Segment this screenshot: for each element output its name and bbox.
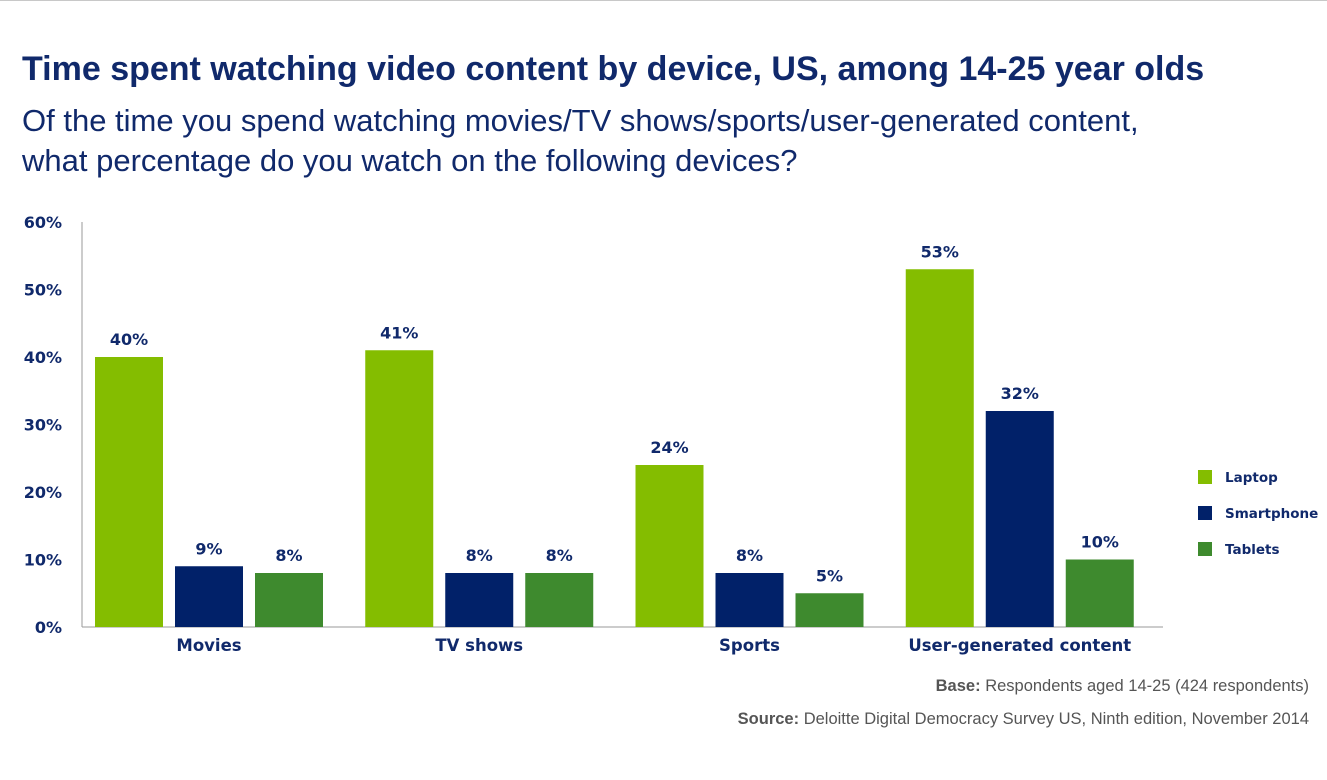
bar [795,593,864,627]
bar-chart: 0% 10% 20% 30% 40% 50% 60% 40% 9% 8% Movies 41% 8% 8%… [24,213,1319,655]
data-label: 53% [921,242,959,261]
chart-title: Time spent watching video content by dev… [22,50,1205,88]
category-label: Sports [719,636,780,655]
top-divider [0,0,1327,1]
bar [95,357,163,627]
data-label: 41% [380,323,418,342]
y-tick-label: 10% [24,551,62,570]
bar [715,573,784,627]
bar [1065,559,1134,627]
category-label: User-generated content [908,636,1131,655]
data-label: 10% [1081,533,1119,552]
y-tick-label: 50% [24,281,62,300]
subtitle-line-2: what percentage do you watch on the foll… [22,143,798,178]
data-label: 8% [466,546,493,565]
data-label: 8% [546,546,573,565]
bar [445,573,514,627]
legend-swatch [1198,470,1212,484]
data-label: 8% [736,546,763,565]
legend-label: Smartphone [1225,506,1318,522]
legend-swatch [1198,542,1212,556]
base-label: Base: [935,677,981,695]
y-tick-label: 20% [24,483,62,502]
bar [635,465,704,627]
bar [905,269,974,627]
data-label: 40% [110,330,148,349]
data-label: 32% [1001,384,1039,403]
data-label: 9% [195,539,222,558]
y-tick-label: 0% [35,618,62,637]
source-text: Deloitte Digital Democracy Survey US, Ni… [803,710,1309,728]
chart-subtitle: Of the time you spend watching movies/TV… [22,101,1282,181]
bar [365,350,434,627]
y-tick-label: 60% [24,213,62,232]
legend-label: Laptop [1225,470,1278,486]
y-tick-label: 40% [24,348,62,367]
source-note: Source: Deloitte Digital Democracy Surve… [738,710,1309,729]
y-tick-label: 30% [24,416,62,435]
bar [985,411,1054,627]
base-note: Base: Respondents aged 14-25 (424 respon… [936,677,1309,696]
category-label: Movies [176,636,241,655]
bar [525,573,594,627]
source-label: Source: [737,710,800,728]
data-label: 24% [650,438,688,457]
bar [255,573,323,627]
base-text: Respondents aged 14-25 (424 respondents) [985,677,1309,695]
legend-swatch [1198,506,1212,520]
category-label: TV shows [435,636,523,655]
data-label: 8% [275,546,302,565]
bar [175,566,243,627]
data-label: 5% [816,566,843,585]
legend-label: Tablets [1225,542,1280,558]
subtitle-line-1: Of the time you spend watching movies/TV… [22,103,1139,138]
